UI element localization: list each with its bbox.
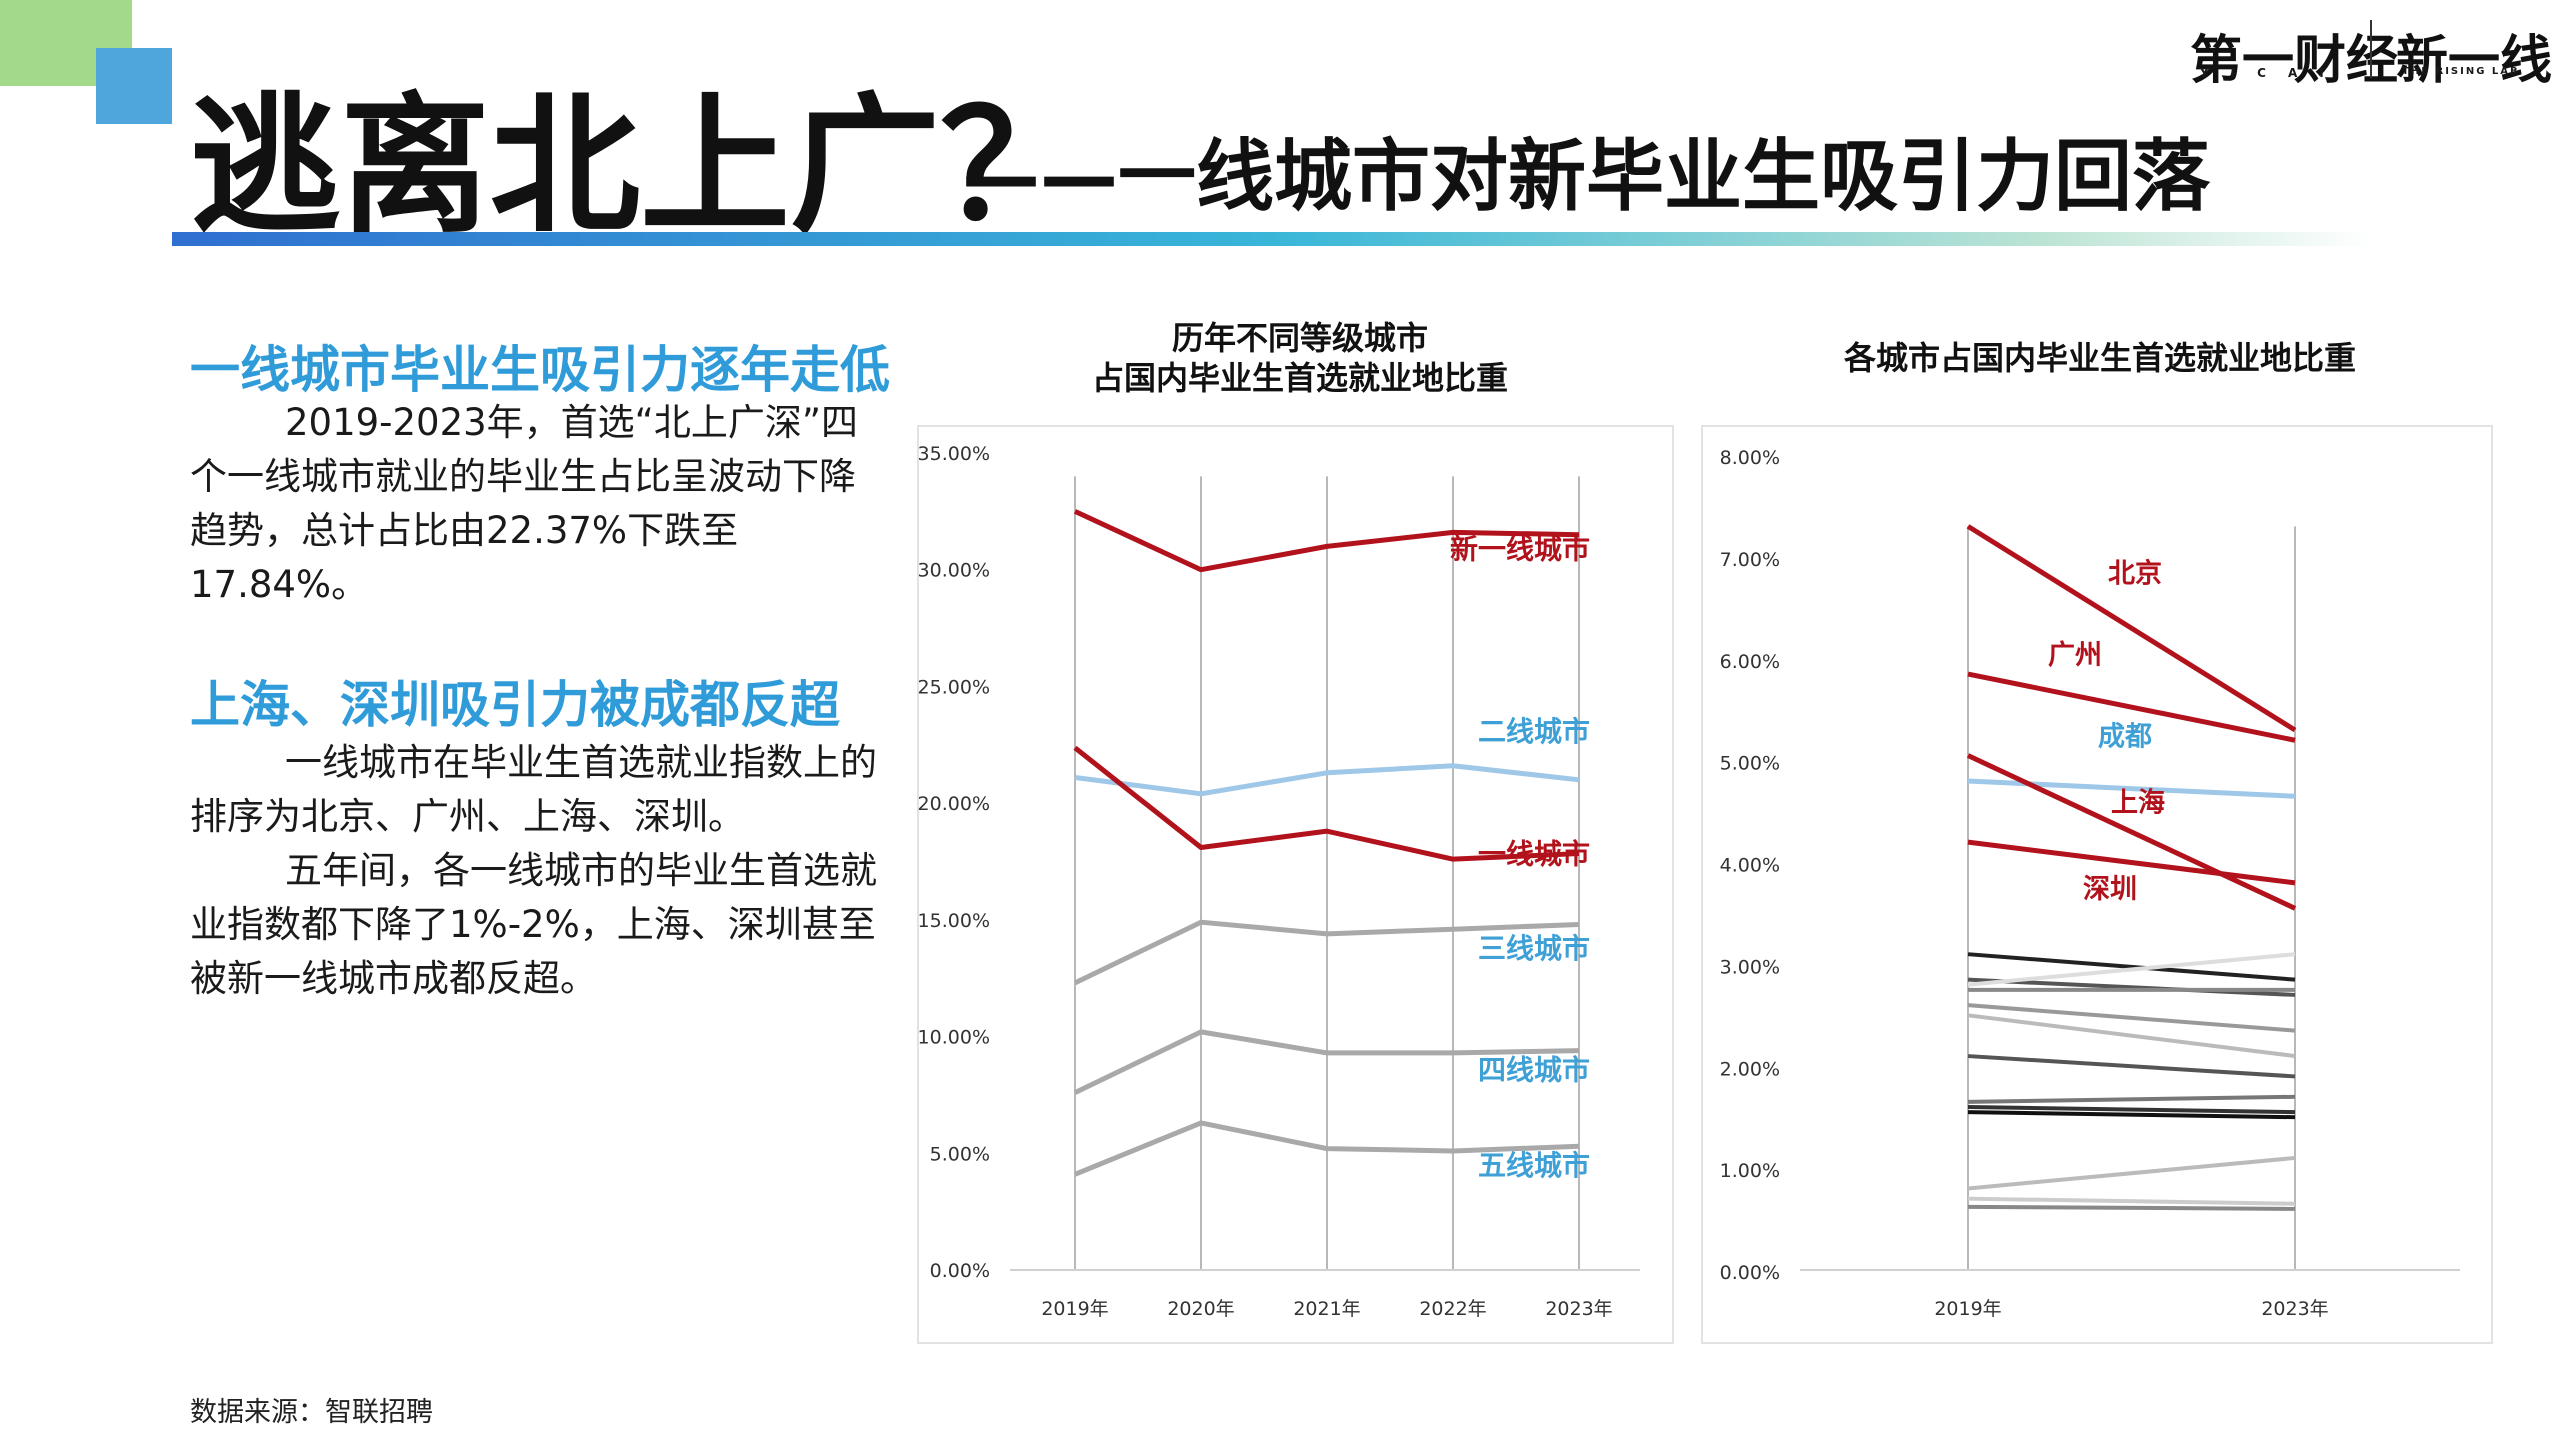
chart1-series-line-0 [1073,509,1580,573]
chart2-series-line-14 [1967,1110,2296,1120]
page-title: 逃离北上广？ [190,80,1091,254]
chart2-series-line-17 [1967,1204,2296,1211]
chart2-series-line-3 [1966,753,2297,911]
chart2-series-line-13 [1967,1105,2296,1115]
chart1-ytick-1: 5.00% [930,1143,990,1165]
chart2-series-label-3: 上海 [2111,788,2165,819]
chart2-series-label-4: 深圳 [2083,874,2137,905]
chart1-title: 历年不同等级城市 占国内毕业生首选就业地比重 [1010,318,1590,398]
chart2-ytick-0: 0.00% [1720,1262,1780,1284]
chart2-ytick-3: 3.00% [1720,956,1780,978]
chart2-series-line-0 [1966,524,2297,733]
chart2-series-line-12 [1967,1094,2296,1104]
title-underline [172,232,2372,246]
chart1-xtick-4: 2023年 [1545,1298,1612,1320]
chart1-ytick-3: 15.00% [918,910,990,932]
chart2-ytick-7: 7.00% [1720,549,1780,571]
chart1-series-label-5: 五线城市 [1478,1149,1590,1182]
chart2-xtick-1: 2023年 [2261,1298,2328,1320]
section-paragraph-2b-text: 五年间，各一线城市的毕业生首选就业指数都下降了1%-2%，上海、深圳甚至被新一线… [190,849,877,1000]
section-heading-2: 上海、深圳吸引力被成都反超 [190,676,840,734]
chart2-ytick-6: 6.00% [1720,651,1780,673]
chart2-series-line-9 [1967,1003,2296,1033]
brand-logo-yicai: 第一财经 [2190,31,2399,91]
brand-logo-yicai-sub: YICAI [2200,66,2346,80]
chart1-xtick-2: 2021年 [1293,1298,1360,1320]
chart1-ytick-7: 35.00% [918,443,990,465]
brand-logo-rising-lab: 新一线 [2396,31,2553,91]
chart1-plot: 0.00% 5.00% 10.00% 15.00% 20.00% 25.00% 30.00%… [918,443,1640,1320]
chart1-series-line-3 [1073,919,1580,986]
chart1-series-line-5 [1074,1120,1580,1177]
chart1-series-line-1 [1074,763,1580,797]
chart1-ytick-0: 0.00% [930,1260,990,1282]
chart1-series-line-4 [1073,1029,1580,1095]
chart2-xtick-0: 2019年 [1934,1298,2001,1320]
chart2-series-line-4 [1967,839,2296,886]
section-paragraph-2b: 五年间，各一线城市的毕业生首选就业指数都下降了1%-2%，上海、深圳甚至被新一线… [190,844,880,1006]
chart1-xtick-1: 2020年 [1167,1298,1234,1320]
chart1-series-label-0: 新一线城市 [1450,533,1590,566]
chart2-series-line-1 [1967,671,2296,743]
chart1-series-label-1: 二线城市 [1478,715,1590,748]
chart1-ytick-4: 20.00% [918,793,990,815]
chart1-xtick-0: 2019年 [1041,1298,1108,1320]
section-paragraph-2a-text: 一线城市在毕业生首选就业指数上的排序为北京、广州、上海、深圳。 [190,741,877,838]
chart2-series-line-6 [1967,977,2296,997]
chart2-ytick-5: 5.00% [1720,753,1780,775]
chart1-xtick-3: 2022年 [1419,1298,1486,1320]
chart2-series-label-0: 北京 [2108,557,2162,589]
chart2-ytick-4: 4.00% [1720,855,1780,877]
chart2-ytick-8: 8.00% [1720,447,1780,469]
chart1-series-label-4: 四线城市 [1478,1053,1590,1086]
brand-divider [2370,20,2372,78]
chart1-series-label-2: 一线城市 [1478,838,1590,871]
section-paragraph-1-text: 2019-2023年，首选“北上广深”四个一线城市就业的毕业生占比呈波动下降趋势… [190,401,859,606]
chart1-ytick-6: 30.00% [918,560,990,582]
chart2-series-label-2: 成都 [2098,721,2152,752]
page-subtitle: ——一线城市对新毕业生吸引力回落 [962,132,2211,222]
chart2-series-line-5 [1967,952,2296,982]
chart1-ytick-2: 10.00% [918,1027,990,1049]
section-paragraph-2a: 一线城市在毕业生首选就业指数上的排序为北京、广州、上海、深圳。 [190,736,880,844]
chart1-series-line-2 [1073,745,1580,862]
chart2-series-line-16 [1967,1196,2296,1206]
chart1-title-line1: 历年不同等级城市 [1171,319,1428,357]
chart2-title: 各城市占国内毕业生首选就业地比重 [1843,339,2356,377]
chart2-ytick-1: 1.00% [1720,1160,1780,1182]
section-heading-1: 一线城市毕业生吸引力逐年走低 [190,341,890,399]
chart1-frame [917,425,1674,1344]
chart2-frame [1701,425,2493,1344]
chart2-ytick-2: 2.00% [1720,1058,1780,1080]
data-source: 数据来源：智联招聘 [190,1397,433,1428]
chart2-series-label-1: 广州 [2048,640,2102,671]
decor-blue-square [96,48,172,124]
chart2-series-line-15 [1967,1155,2296,1191]
chart1-ytick-5: 25.00% [918,676,990,698]
chart2-plot: 0.00% 1.00% 2.00% 3.00% 4.00% 5.00% 6.00% 7.00%… [1720,447,2460,1320]
section-paragraph-1: 2019-2023年，首选“北上广深”四个一线城市就业的毕业生占比呈波动下降趋势… [190,396,880,612]
chart2-series-line-11 [1967,1054,2296,1079]
chart1-series-label-3: 三线城市 [1478,932,1590,965]
chart2-series-line-10 [1967,1013,2296,1059]
chart1-title-line2: 占国内毕业生首选就业地比重 [1091,359,1508,397]
chart2-series-line-7 [1967,952,2296,987]
brand-logo-rising-lab-sub: THE RISING LAB [2402,66,2520,77]
